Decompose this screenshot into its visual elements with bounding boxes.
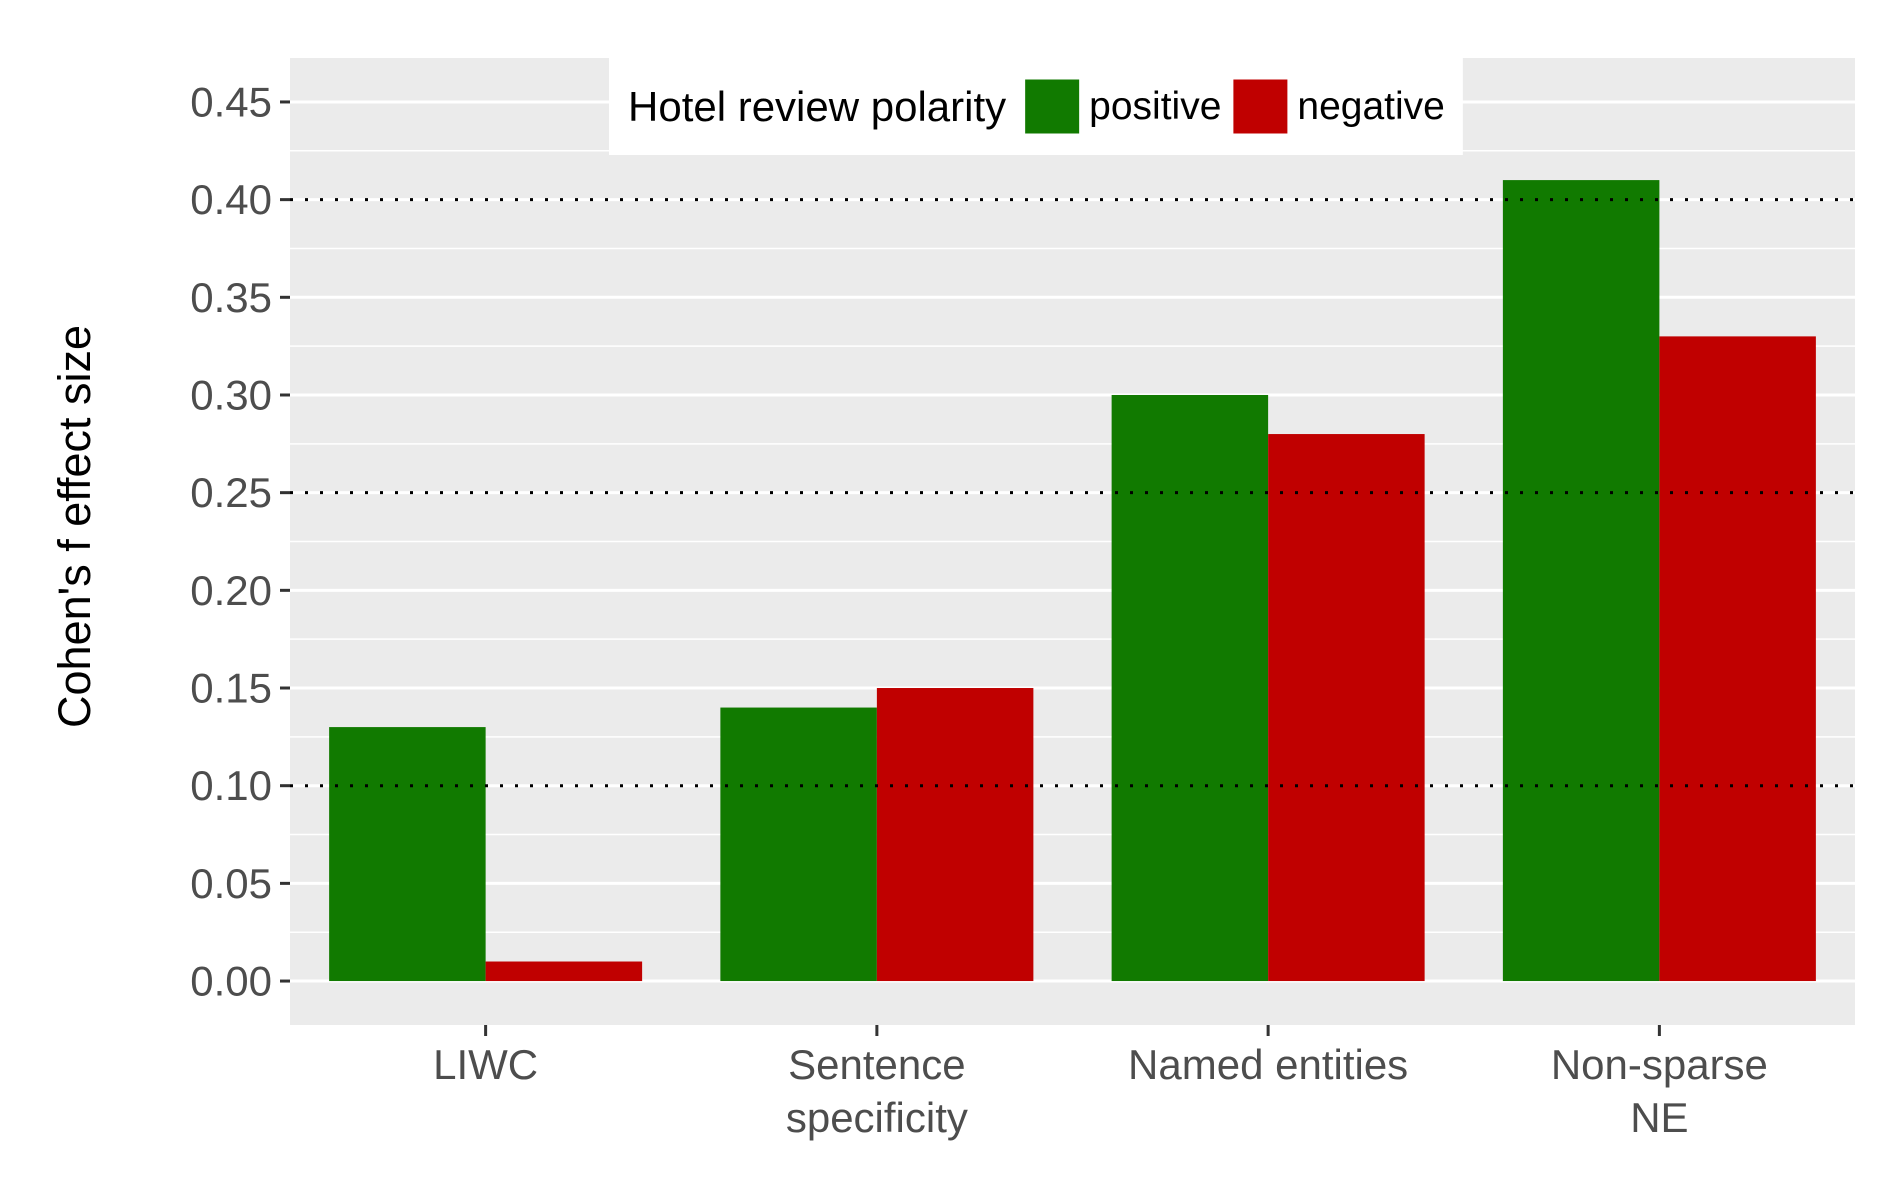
bar-negative bbox=[876, 688, 1034, 982]
x-tick-label: Sentence specificity bbox=[786, 1041, 968, 1141]
bar-positive bbox=[329, 727, 486, 982]
y-tick-label: 0.05 bbox=[190, 860, 272, 907]
legend-label-negative: negative bbox=[1297, 85, 1444, 128]
y-tick-label: 0.15 bbox=[190, 665, 272, 712]
y-axis: 0.00 0.05 0.10 0.15 0.20 0.25 0.30 0.35 0.40 0.45 bbox=[190, 78, 290, 1005]
y-tick-label: 0.45 bbox=[190, 78, 272, 125]
bar-positive bbox=[1111, 394, 1269, 982]
legend-swatch-negative bbox=[1233, 79, 1288, 134]
x-tick-label: Non-sparse NE bbox=[1551, 1041, 1768, 1141]
bar-negative bbox=[1659, 336, 1816, 982]
x-tick-label-line: Named entities bbox=[1128, 1041, 1408, 1088]
x-tick-label-line: NE bbox=[1630, 1094, 1688, 1141]
x-tick-label-line: Sentence bbox=[788, 1041, 965, 1088]
reference-lines bbox=[290, 198, 1855, 788]
y-tick-label: 0.20 bbox=[190, 567, 272, 614]
legend-title: Hotel review polarity bbox=[628, 83, 1006, 130]
legend-label-positive: positive bbox=[1089, 85, 1221, 128]
x-tick-label-line: Non-sparse bbox=[1551, 1041, 1768, 1088]
x-tick-label-line: LIWC bbox=[433, 1041, 538, 1088]
y-tick-label: 0.10 bbox=[190, 762, 272, 809]
bar-positive bbox=[1502, 180, 1660, 982]
x-tick-label-line: specificity bbox=[786, 1094, 968, 1141]
bars bbox=[329, 180, 1816, 982]
x-axis: LIWC Sentence specificity Named entities Non… bbox=[433, 1025, 1768, 1141]
x-tick-label: Named entities bbox=[1128, 1041, 1408, 1088]
y-axis-title: Cohen's f effect size bbox=[49, 325, 100, 728]
x-tick-label: LIWC bbox=[433, 1041, 538, 1088]
y-tick-label: 0.35 bbox=[190, 274, 272, 321]
bar-positive bbox=[720, 707, 877, 982]
y-tick-label: 0.40 bbox=[190, 176, 272, 223]
legend: Hotel review polarity positive negative bbox=[609, 58, 1463, 155]
bar-negative bbox=[485, 961, 643, 982]
legend-swatch-positive bbox=[1025, 79, 1080, 134]
y-tick-label: 0.30 bbox=[190, 371, 272, 418]
y-tick-label: 0.25 bbox=[190, 469, 272, 516]
y-tick-label: 0.00 bbox=[190, 958, 272, 1005]
bar-negative bbox=[1268, 434, 1425, 982]
